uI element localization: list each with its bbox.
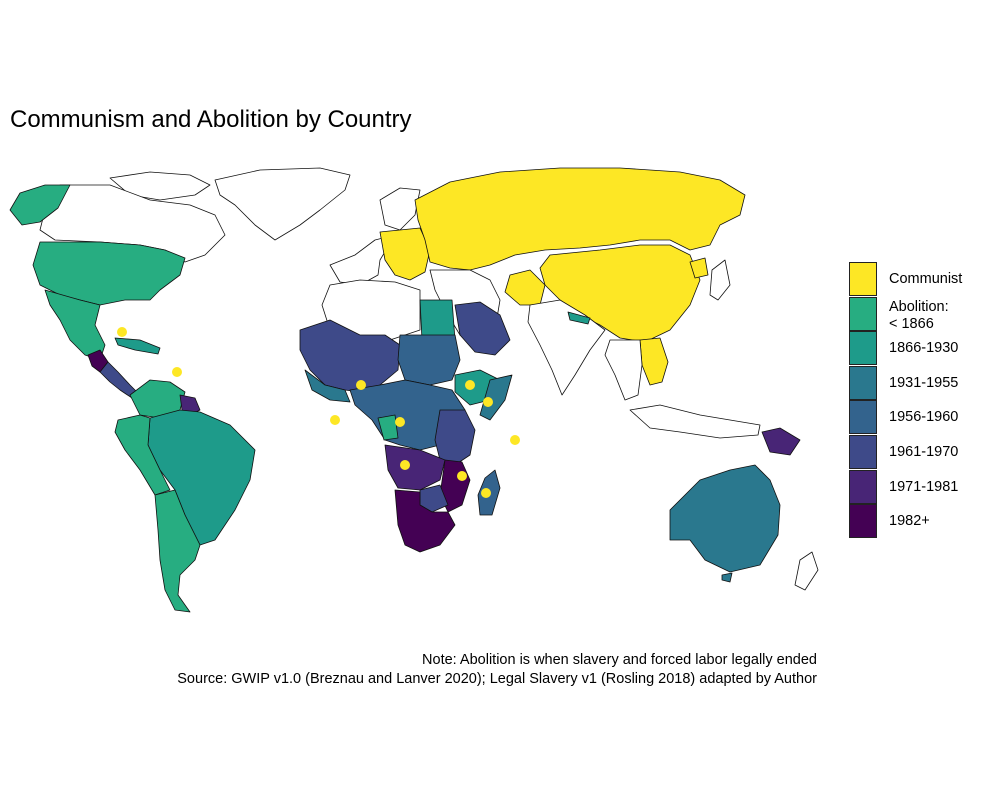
region-eastern-europe (379, 227, 431, 281)
legend-item-1931-1955: 1931-1955 (849, 365, 999, 401)
legend-label: 1961-1970 (889, 443, 959, 460)
region-north-korea (689, 257, 709, 279)
region-andes (114, 414, 171, 496)
legend-label: 1956-1960 (889, 409, 959, 426)
region-indonesia (629, 404, 761, 439)
legend-swatch (849, 262, 877, 296)
source-note: Note: Abolition is when slavery and forc… (177, 651, 817, 689)
legend-label: 1982+ (889, 513, 930, 530)
legend-swatch (849, 331, 877, 366)
region-southern-cone (154, 489, 201, 613)
region-brazil (147, 409, 256, 546)
region-egypt (419, 299, 456, 341)
region-usa (32, 241, 186, 306)
legend-item-1866-1930: 1866-1930 (849, 331, 999, 366)
legend-label: 1931-1955 (889, 374, 959, 391)
legend-item-1961-1970: 1961-1970 (849, 434, 999, 470)
region-somalia (479, 374, 513, 421)
legend-swatch (849, 434, 877, 469)
region-japan (709, 259, 731, 301)
legend-item-communist: Communist (849, 262, 999, 297)
marker-madagascar (481, 488, 491, 498)
region-east-africa (434, 409, 476, 466)
map-title: Communism and Abolition by Country (10, 106, 412, 133)
marker-seychelles (510, 435, 520, 445)
region-angola (384, 444, 446, 491)
legend-item-1971-1981: 1971-1981 (849, 469, 999, 505)
legend: Communist Abolition: < 1866 1866-1930 19… (849, 262, 999, 539)
region-new-zealand (794, 551, 819, 591)
region-tasmania (721, 572, 733, 583)
marker-cuba (117, 327, 127, 337)
region-indochina (639, 337, 669, 386)
marker-somalia (483, 397, 493, 407)
marker-cape-verde (330, 415, 340, 425)
region-west-africa-coast (304, 369, 351, 403)
legend-swatch (849, 365, 877, 400)
region-greenland (214, 167, 351, 241)
region-alaska (9, 184, 71, 226)
region-papua-new-guinea (761, 427, 801, 456)
legend-label: 1866-1930 (889, 340, 959, 357)
region-southeast-asia (604, 339, 643, 401)
region-canada (39, 184, 226, 263)
legend-item-1982-plus: 1982+ (849, 504, 999, 539)
marker-mozambique (457, 471, 467, 481)
legend-item-pre-1866: Abolition: < 1866 (849, 296, 999, 332)
legend-swatch (849, 296, 877, 331)
marker-congo (395, 417, 405, 427)
world-map (9, 167, 819, 613)
marker-benin (356, 380, 366, 390)
marker-grenada (172, 367, 182, 377)
region-southern-africa (394, 489, 456, 553)
region-australia (669, 464, 781, 573)
source-line: Source: GWIP v1.0 (Breznau and Lanver 20… (177, 671, 817, 687)
note-line: Note: Abolition is when slavery and forc… (422, 652, 817, 668)
legend-label: Communist (889, 271, 963, 287)
region-china (539, 244, 701, 343)
region-saudi-arabia (454, 301, 511, 356)
region-ussr (414, 167, 746, 271)
legend-label: Abolition: < 1866 (889, 298, 949, 332)
region-caribbean (114, 337, 161, 355)
region-nepal (567, 311, 591, 325)
legend-swatch (849, 400, 877, 435)
region-afghanistan (504, 269, 546, 306)
marker-angola (400, 460, 410, 470)
legend-label: 1971-1981 (889, 478, 959, 495)
region-sudan (397, 334, 461, 386)
legend-swatch (849, 504, 877, 539)
legend-item-1956-1960: 1956-1960 (849, 400, 999, 435)
region-gabon (377, 414, 399, 441)
marker-ethiopia (465, 380, 475, 390)
region-scandinavia (379, 187, 421, 231)
legend-swatch (849, 469, 877, 504)
